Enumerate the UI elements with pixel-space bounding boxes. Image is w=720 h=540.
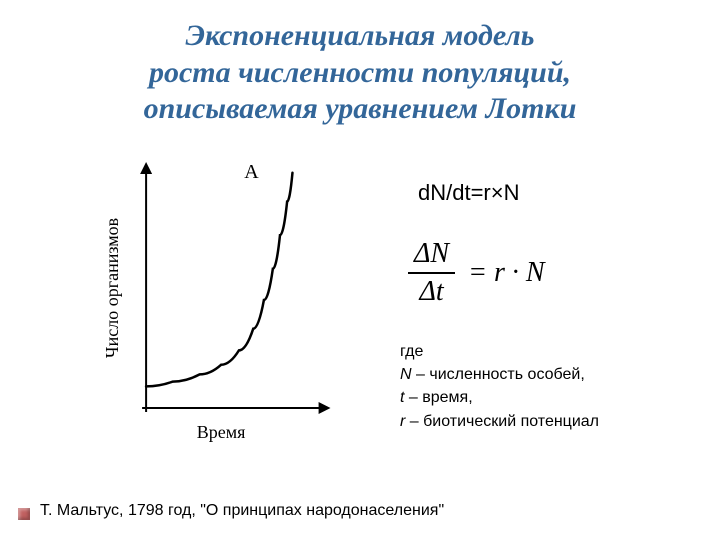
title-line-3: описываемая уравнением Лотки: [144, 92, 577, 125]
svg-text:A: A: [244, 161, 259, 183]
svg-text:Время: Время: [197, 422, 246, 442]
legend: где N – численность особей, t – время, r…: [400, 340, 599, 433]
title-line-1: Экспоненциальная модель: [185, 19, 534, 52]
equation-equals: =: [468, 257, 494, 288]
slide-title: Экспоненциальная модель роста численност…: [0, 18, 720, 128]
legend-desc-0: – численность особей,: [412, 366, 585, 383]
equation-rhs-wrap: = r · N: [468, 257, 544, 289]
legend-desc-2: – биотический потенциал: [405, 413, 599, 430]
equation-fraction: ΔN Δt: [408, 238, 455, 308]
legend-item-0: N – численность особей,: [400, 363, 599, 386]
legend-var-0: N: [400, 366, 412, 383]
legend-item-2: r – биотический потенциал: [400, 410, 599, 433]
equation-inline: dN/dt=r×N: [418, 180, 520, 206]
title-line-2: роста численности популяций,: [149, 56, 571, 89]
growth-chart: Число организмов Время A: [90, 150, 345, 450]
legend-desc-1: – время,: [404, 389, 472, 406]
equation-rhs: r · N: [494, 257, 545, 288]
svg-text:Число организмов: Число организмов: [102, 218, 122, 358]
legend-intro: где: [400, 340, 599, 363]
legend-item-1: t – время,: [400, 386, 599, 409]
equation-display: ΔN Δt = r · N: [408, 238, 545, 308]
equation-denominator: Δt: [408, 274, 455, 308]
growth-chart-svg: Число организмов Время A: [90, 150, 345, 450]
bullet-icon: [18, 508, 30, 520]
equation-numerator: ΔN: [408, 238, 455, 274]
footnote: Т. Мальтус, 1798 год, "О принципах народ…: [40, 502, 444, 520]
slide: { "title": { "text_line1": "Экспоненциал…: [0, 0, 720, 540]
